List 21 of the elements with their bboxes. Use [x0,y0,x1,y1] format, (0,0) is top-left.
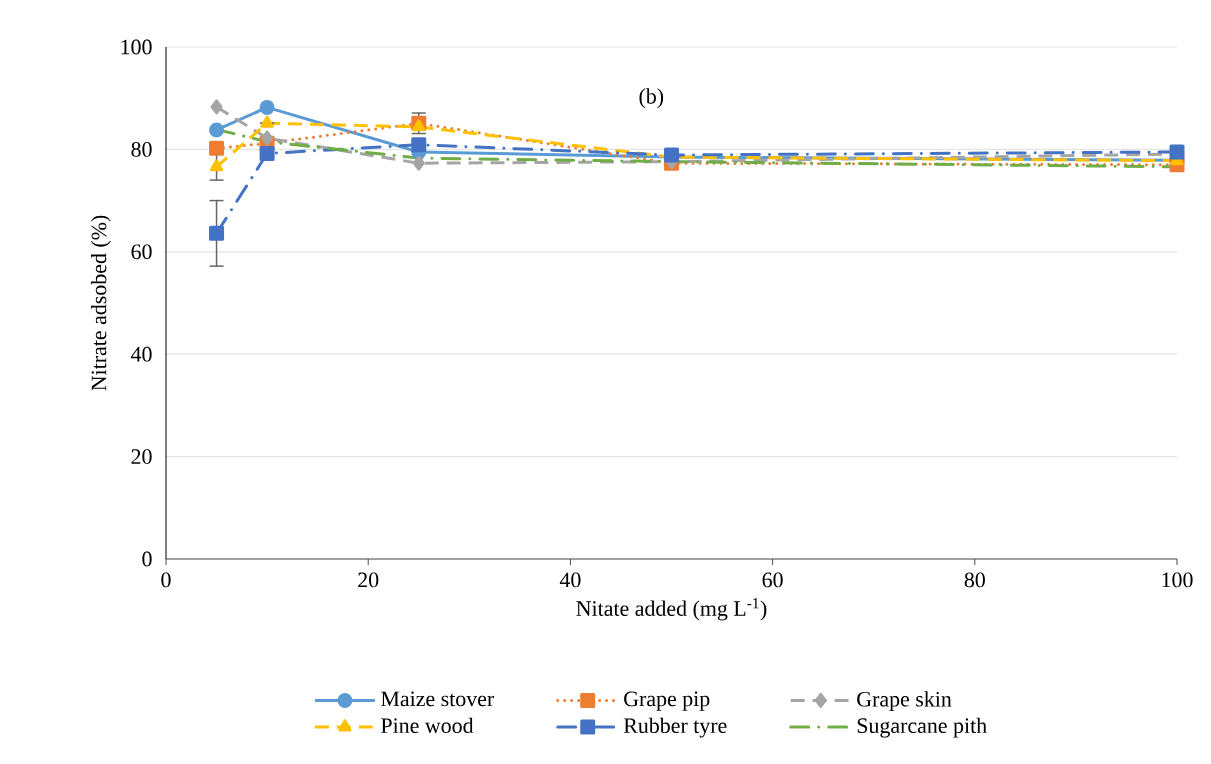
x-tick-label: 80 [964,572,985,588]
legend-label: Pine wood [381,717,474,734]
x-axis-title: Nitate added (mg L$^{-1}$) [576,598,767,621]
x-tick-label: 100 [1162,572,1193,588]
y-tick-label: 20 [131,449,152,464]
x-tick-label: 20 [358,572,379,588]
y-axis-title: Nitrate adsobed (%) [90,215,111,391]
legend-label: Maize stover [381,691,495,707]
legend-label: Rubber tyre [623,717,727,738]
y-tick-label: 100 [121,39,152,55]
x-tick-label: 60 [762,572,783,588]
y-tick-label: 80 [131,142,152,157]
legend-label: Grape skin [857,691,952,712]
x-tick-label: 40 [559,572,581,588]
x-tick-label: 0 [161,572,171,588]
y-tick-label: 40 [131,346,152,362]
legend-label: Sugarcane pith [857,717,987,738]
annotation: (b) [639,88,664,109]
legend-label: Grape pip [624,691,710,711]
y-tick-label: 60 [131,244,152,260]
y-tick-label: 0 [142,551,152,567]
